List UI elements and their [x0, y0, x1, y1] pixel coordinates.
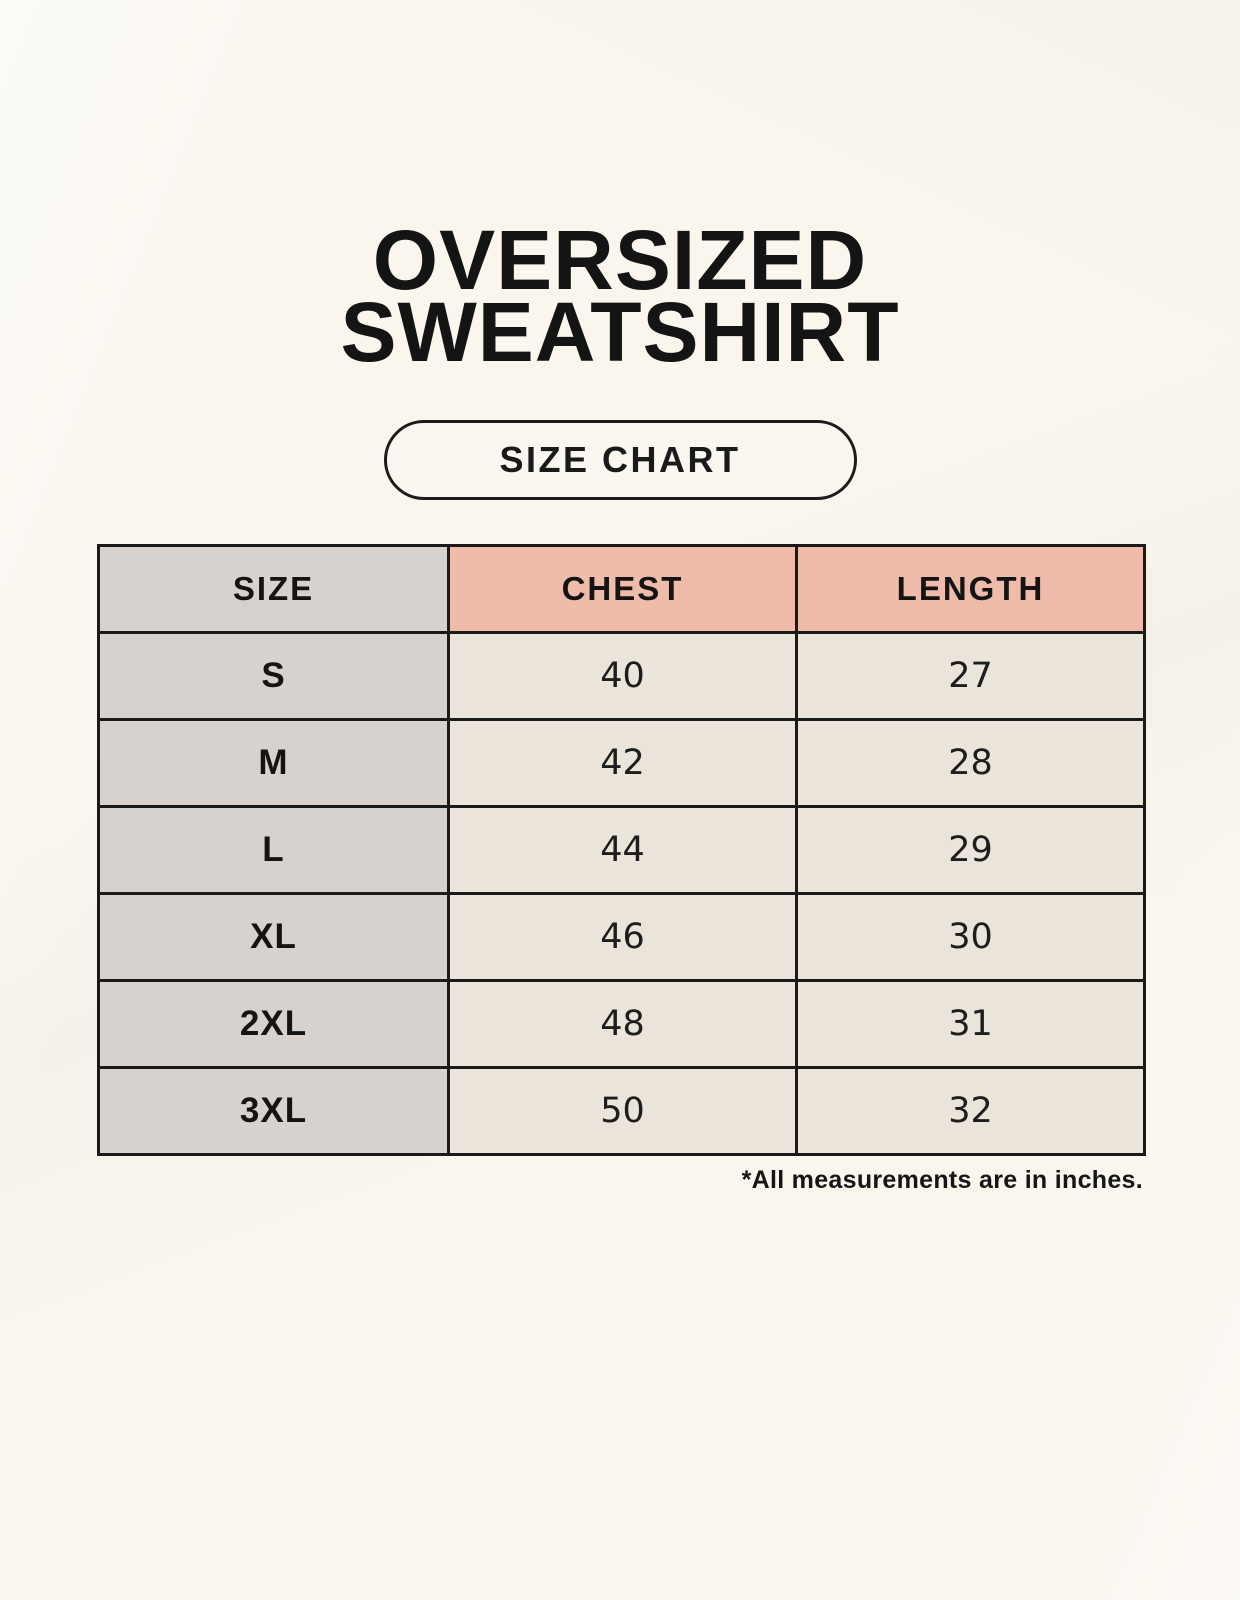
size-table: SIZE CHEST LENGTH S 40 27 M 42 28 L [97, 544, 1146, 1157]
size-label: XL [97, 892, 450, 983]
chest-value: 44 [447, 805, 798, 896]
table-row-s: S 40 27 [97, 631, 1146, 722]
size-label: S [97, 631, 450, 722]
page-title-line1: OVERSIZED [372, 213, 868, 307]
length-value: 31 [795, 979, 1146, 1070]
size-label: 2XL [97, 979, 450, 1070]
size-label: 3XL [97, 1066, 450, 1157]
page-title: OVERSIZED SWEATSHIRT [0, 213, 1240, 380]
page-title-line2: SWEATSHIRT [340, 285, 900, 380]
table-header-row: SIZE CHEST LENGTH [97, 544, 1146, 635]
size-table-container: SIZE CHEST LENGTH S 40 27 M 42 28 L [97, 544, 1146, 1157]
column-header-size: SIZE [97, 544, 450, 635]
size-label: M [97, 718, 450, 809]
chest-value: 50 [447, 1066, 798, 1157]
table-row-l: L 44 29 [97, 805, 1146, 896]
table-row-3xl: 3XL 50 32 [97, 1066, 1146, 1157]
chest-value: 48 [447, 979, 798, 1070]
chest-value: 42 [447, 718, 798, 809]
length-value: 29 [795, 805, 1146, 896]
size-label: L [97, 805, 450, 896]
measurements-footnote: *All measurements are in inches. [741, 1166, 1143, 1195]
length-value: 30 [795, 892, 1146, 983]
length-value: 28 [795, 718, 1146, 809]
chest-value: 46 [447, 892, 798, 983]
chest-value: 40 [447, 631, 798, 722]
table-row-xl: XL 46 30 [97, 892, 1146, 983]
length-value: 32 [795, 1066, 1146, 1157]
table-row-2xl: 2XL 48 31 [97, 979, 1146, 1070]
length-value: 27 [795, 631, 1146, 722]
size-chart-button[interactable]: SIZE CHART [383, 420, 857, 501]
size-chart-button-label: SIZE CHART [499, 439, 741, 481]
column-header-length: LENGTH [795, 544, 1146, 635]
table-row-m: M 42 28 [97, 718, 1146, 809]
column-header-chest: CHEST [447, 544, 798, 635]
